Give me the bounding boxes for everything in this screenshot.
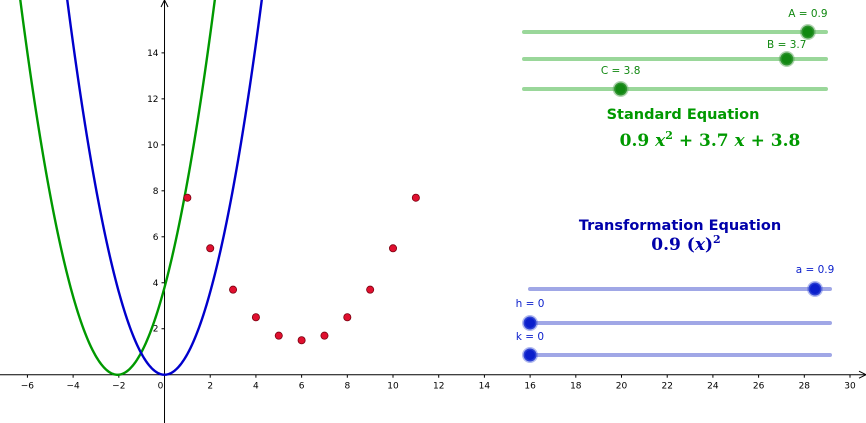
slider-label: A = 0.9 bbox=[788, 8, 827, 20]
x-tick-label: 26 bbox=[753, 382, 765, 392]
x-tick-label: −4 bbox=[66, 382, 80, 392]
standard-equation: 0.9 x2 + 3.7 x + 3.8 bbox=[620, 129, 801, 151]
data-point bbox=[389, 244, 398, 253]
y-axis-arrow-icon bbox=[160, 0, 169, 8]
x-tick-label: −2 bbox=[112, 382, 125, 392]
slider-knob[interactable] bbox=[778, 51, 795, 67]
y-tick-label: 14 bbox=[147, 49, 159, 59]
y-tick-label: 4 bbox=[153, 279, 159, 289]
y-tick-label: 6 bbox=[153, 233, 159, 243]
x-tick-label: 30 bbox=[844, 382, 856, 392]
standard-equation-heading: Standard Equation bbox=[607, 107, 760, 123]
data-point bbox=[251, 313, 260, 322]
x-tick-label: 22 bbox=[661, 382, 672, 392]
data-point bbox=[274, 331, 283, 340]
data-point bbox=[297, 336, 306, 345]
transformation-equation-heading: Transformation Equation bbox=[579, 218, 781, 234]
function-graphs bbox=[19, 0, 263, 376]
x-tick-label: 10 bbox=[387, 382, 399, 392]
standard-slider-b[interactable]: B = 3.7 bbox=[522, 39, 828, 67]
data-point bbox=[206, 244, 215, 253]
y-tick-label: 2 bbox=[153, 325, 159, 335]
x-tick-label: 2 bbox=[207, 382, 213, 392]
slider-knob[interactable] bbox=[522, 315, 538, 331]
standard-slider-c[interactable]: C = 3.8 bbox=[522, 65, 828, 97]
standard-slider-a[interactable]: A = 0.9 bbox=[522, 8, 828, 40]
x-tick-label: −6 bbox=[21, 382, 35, 392]
transform-slider-a[interactable]: a = 0.9 bbox=[528, 264, 835, 297]
slider-knob[interactable] bbox=[799, 24, 816, 40]
standard-parabola bbox=[19, 0, 217, 376]
x-tick-label: 12 bbox=[433, 382, 444, 392]
y-tick-label: 10 bbox=[147, 141, 159, 151]
data-point bbox=[320, 331, 329, 340]
x-tick-label: 16 bbox=[524, 382, 536, 392]
data-point bbox=[411, 193, 420, 202]
slider-knob[interactable] bbox=[612, 81, 629, 97]
slider-label: C = 3.8 bbox=[601, 65, 641, 77]
transform-slider-k[interactable]: k = 0 bbox=[516, 331, 832, 363]
slider-label: B = 3.7 bbox=[767, 39, 806, 51]
data-point bbox=[343, 313, 352, 322]
x-axis-arrow-icon bbox=[858, 370, 866, 379]
y-tick-label: 8 bbox=[153, 187, 159, 197]
data-point bbox=[229, 285, 238, 294]
y-tick-label: 12 bbox=[147, 95, 158, 105]
transformation-equation: 0.9 (x)2 bbox=[651, 233, 720, 255]
slider-knob[interactable] bbox=[807, 281, 823, 297]
x-tick-label: 6 bbox=[299, 382, 305, 392]
data-point bbox=[183, 193, 192, 202]
x-tick-label: 24 bbox=[707, 382, 719, 392]
transformed-parabola bbox=[66, 0, 263, 376]
x-tick-label: 18 bbox=[570, 382, 582, 392]
slider-knob[interactable] bbox=[522, 347, 538, 363]
slider-label: h = 0 bbox=[516, 298, 545, 310]
x-tick-label: 20 bbox=[616, 382, 628, 392]
transform-slider-h[interactable]: h = 0 bbox=[516, 298, 832, 331]
data-points bbox=[183, 193, 420, 345]
slider-label: k = 0 bbox=[516, 331, 544, 343]
x-tick-label: 4 bbox=[253, 382, 259, 392]
x-tick-label: 14 bbox=[479, 382, 491, 392]
data-point bbox=[366, 285, 375, 294]
x-tick-label: 8 bbox=[344, 382, 350, 392]
slider-label: a = 0.9 bbox=[796, 264, 835, 276]
x-tick-label: 28 bbox=[799, 382, 811, 392]
x-tick-label: 0 bbox=[158, 382, 164, 392]
